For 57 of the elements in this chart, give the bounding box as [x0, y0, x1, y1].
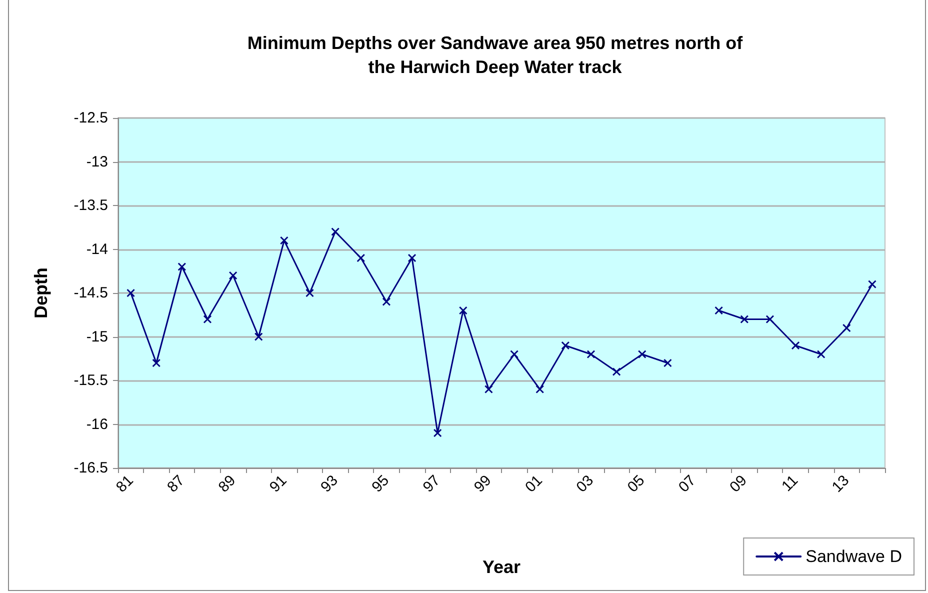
x-tick-label: 99	[470, 472, 495, 496]
point	[536, 385, 544, 394]
y-tick-label: -15	[86, 328, 108, 346]
point	[306, 288, 314, 298]
x-tick-label: 01	[522, 472, 546, 496]
x-tick-label: 09	[726, 472, 750, 496]
point	[178, 262, 186, 271]
point	[816, 350, 826, 358]
y-tick-label: -13	[86, 153, 108, 170]
y-tick-label: -16.5	[74, 460, 108, 476]
x-tick-label: 03	[573, 472, 597, 496]
point	[433, 428, 442, 438]
point	[561, 341, 570, 350]
x-axis-title: Year	[482, 557, 521, 577]
y-tick-label: -12.5	[74, 110, 108, 126]
point	[356, 254, 366, 262]
point	[714, 306, 724, 315]
point	[484, 385, 493, 394]
point	[612, 368, 621, 376]
x-tick-label: 89	[215, 472, 240, 496]
y-tick-label: -16	[86, 416, 108, 433]
legend-label: Sandwave D	[806, 547, 902, 566]
point	[280, 236, 288, 245]
y-tick-label: -15.5	[74, 372, 108, 389]
y-tick-label: -13.5	[74, 197, 108, 214]
point	[458, 306, 468, 315]
point	[586, 350, 596, 358]
point	[331, 228, 340, 236]
point	[228, 271, 238, 280]
x-tick-label: 87	[164, 472, 188, 496]
x-tick-label: 07	[675, 472, 700, 496]
point	[203, 315, 212, 324]
point	[791, 341, 800, 350]
point	[638, 350, 646, 358]
point	[740, 315, 749, 324]
x-tick-label: 05	[624, 472, 648, 496]
chart-title: Minimum Depths over Sandwave area 950 metres north of the Harwich Deep Water track	[247, 33, 744, 77]
point	[766, 315, 774, 324]
point	[510, 350, 519, 358]
point	[408, 254, 416, 262]
point	[842, 324, 851, 332]
y-tick-label: -14	[86, 240, 108, 258]
point	[663, 358, 672, 368]
point	[126, 288, 136, 298]
point	[152, 358, 161, 368]
x-tick-label: 11	[778, 472, 802, 496]
x-tick-label: 95	[368, 472, 392, 496]
x-tick-label: 93	[318, 472, 342, 496]
point	[868, 280, 876, 288]
y-axis-title: Depth	[31, 268, 51, 318]
x-tick-label: 81	[112, 472, 137, 496]
point	[254, 332, 263, 341]
x-tick-label: 97	[420, 472, 444, 496]
point	[382, 298, 391, 306]
y-tick-label: -14.5	[74, 284, 108, 302]
x-tick-label: 91	[266, 472, 290, 496]
x-tick-label: 13	[828, 472, 853, 496]
